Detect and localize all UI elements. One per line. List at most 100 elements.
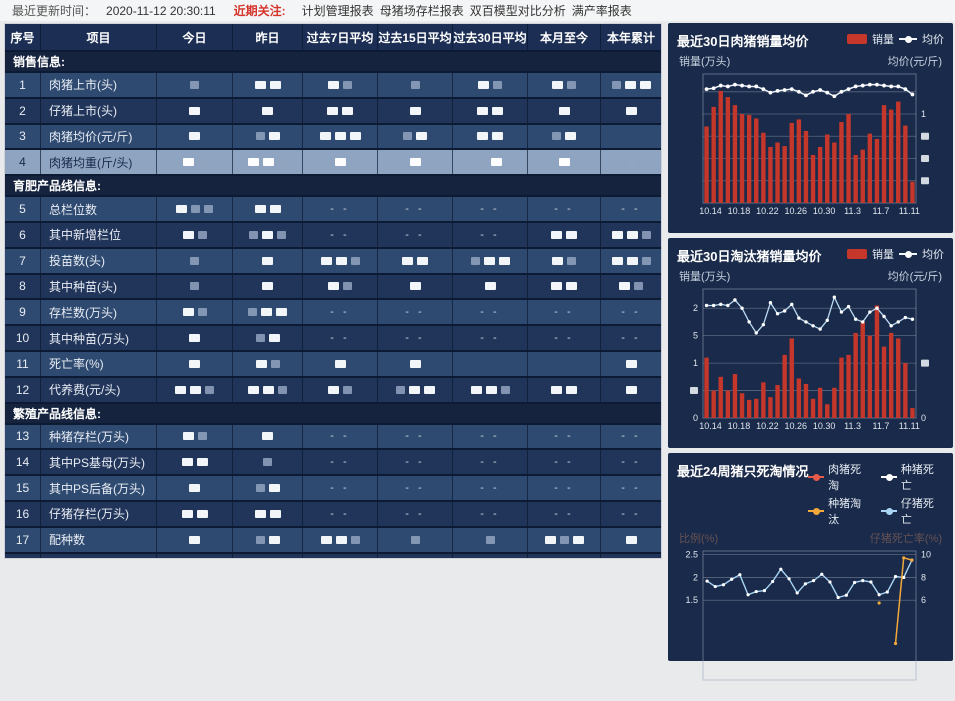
cell-value: - -	[528, 501, 601, 526]
cell-value	[233, 377, 303, 402]
redacted-value	[328, 385, 339, 394]
redacted-value	[417, 256, 428, 265]
kpi-table: 序号 项目 今日 昨日 过去7日平均 过去15日平均 过去30日平均 本月至今 本年累计 销售信…	[4, 23, 662, 559]
table-row-1[interactable]: 1 肉猪上市(头)	[5, 71, 661, 97]
redacted-value	[641, 256, 651, 265]
cell-value	[601, 249, 661, 273]
cell-value	[157, 501, 233, 526]
cell-value	[528, 274, 601, 299]
table-row-6[interactable]: 6 其中新增栏位 - -- -- -	[5, 220, 661, 247]
report-link-2[interactable]: 母猪场存栏报表	[379, 4, 464, 18]
cell-value	[528, 222, 601, 247]
legend-bar-label: 销量	[872, 249, 894, 261]
line-series	[704, 82, 915, 99]
cell-value: - -	[303, 476, 378, 500]
cell-value	[233, 124, 303, 149]
table-row-7[interactable]: 7 投苗数(头)	[5, 246, 661, 273]
legend-label: 种猪淘汰	[828, 498, 862, 526]
table-row-18[interactable]: 18分娩窝数	[5, 551, 661, 558]
row-number: 9	[5, 300, 41, 325]
cell-value: - -	[303, 424, 378, 449]
redacted-value	[189, 484, 200, 493]
cell-value: - -	[453, 450, 528, 475]
row-number: 11	[5, 351, 41, 376]
redacted-value	[349, 132, 361, 141]
redacted-value	[175, 385, 186, 394]
line-series	[704, 295, 915, 335]
cell-value: - -	[303, 450, 378, 475]
redacted-value	[624, 80, 636, 89]
table-row-3[interactable]: 3 肉猪均价(元/斤)	[5, 122, 661, 149]
redacted-value	[255, 132, 265, 141]
redacted-value	[319, 132, 331, 141]
redacted-value	[565, 132, 576, 141]
cell-value: - -	[528, 424, 601, 449]
redacted-value	[182, 308, 194, 317]
redacted-value	[611, 230, 623, 239]
redacted-value	[477, 132, 488, 141]
row-item-label: 分娩窝数	[41, 553, 157, 558]
svg-text:5: 5	[693, 331, 698, 341]
cell-value: - -	[621, 482, 641, 495]
legend-label: 种猪死亡	[900, 464, 934, 492]
table-row-13[interactable]: 13 种猪存栏(万头) - -- -- -- -- -	[5, 422, 661, 449]
row-number: 13	[5, 424, 41, 449]
line-swatch-icon	[899, 250, 917, 258]
cell-value	[378, 150, 453, 175]
cell-value	[233, 197, 303, 221]
svg-text:0: 0	[921, 413, 926, 423]
table-row-12[interactable]: 12 代养费(元/头)	[5, 375, 661, 402]
cell-value	[157, 351, 233, 376]
redacted-value	[197, 308, 207, 317]
chart2-svg: 10.14 10.18 10.22 10.26 10.30 11.3 11.7 11.11 2 5…	[690, 288, 929, 431]
cell-value	[453, 73, 528, 97]
report-link-3[interactable]: 双百模型对比分析	[469, 4, 566, 18]
row-number: 16	[5, 501, 41, 526]
redacted-value	[498, 256, 510, 265]
table-row-15[interactable]: 15 其中PS后备(万头) - -- -- -- -- -	[5, 474, 661, 500]
table-row-2[interactable]: 2 仔猪上市(头)	[5, 96, 661, 123]
table-row-17[interactable]: 17 配种数	[5, 525, 661, 552]
cell-value: - -	[528, 476, 601, 500]
table-row-10[interactable]: 10 其中种苗(万头) - -- -- -- -- -	[5, 324, 661, 350]
redacted-value	[263, 385, 274, 394]
redacted-value	[328, 80, 339, 89]
table-row-9[interactable]: 9 存栏数(万头) - -- -- -- -- -	[5, 298, 661, 325]
row-item-label: 死亡率(%)	[41, 351, 157, 376]
redacted-value	[558, 106, 570, 115]
cell-value: - -	[453, 424, 528, 449]
redacted-value	[262, 256, 273, 265]
table-row-11[interactable]: 11 死亡率(%)	[5, 349, 661, 376]
cell-value	[601, 125, 661, 149]
svg-text:8: 8	[921, 572, 926, 582]
redacted-value	[408, 385, 420, 394]
table-row-16[interactable]: 16 仔猪存栏(万头) - -- -- -- -- -	[5, 499, 661, 526]
dashboard-layout: 序号 项目 今日 昨日 过去7日平均 过去15日平均 过去30日平均 本月至今 本年累计 销售信…	[4, 23, 953, 681]
cell-value	[528, 73, 601, 97]
redacted-value	[625, 359, 637, 368]
report-link-4[interactable]: 满产率报表	[571, 4, 632, 18]
row-item-label: 投苗数(头)	[41, 248, 157, 273]
line-swatch-icon	[881, 473, 897, 481]
cell-value	[528, 124, 601, 149]
table-row-14[interactable]: 14 其中PS基母(万头) - -- -- -- -- -	[5, 448, 661, 475]
cell-value	[157, 476, 233, 500]
redacted-value	[350, 256, 360, 265]
cell-value	[601, 99, 661, 123]
table-row-4[interactable]: 4 肉猪均重(斤/头)	[5, 148, 661, 175]
bars-group	[704, 90, 915, 203]
report-link-1[interactable]: 计划管理报表	[301, 4, 374, 18]
redacted-value	[343, 282, 352, 291]
cell-value	[157, 222, 233, 247]
cell-value	[453, 150, 528, 175]
redacted-value	[189, 106, 200, 115]
redacted-value	[343, 385, 352, 394]
cell-value	[157, 150, 233, 175]
redacted-value	[181, 458, 193, 467]
redacted-value	[255, 535, 265, 544]
table-row-5[interactable]: 5 总栏位数 - -- -- -- -- -	[5, 195, 661, 221]
redacted-value	[277, 230, 286, 239]
cell-value	[303, 98, 378, 123]
redacted-value	[197, 230, 207, 239]
table-row-8[interactable]: 8 其中种苗(头)	[5, 272, 661, 299]
